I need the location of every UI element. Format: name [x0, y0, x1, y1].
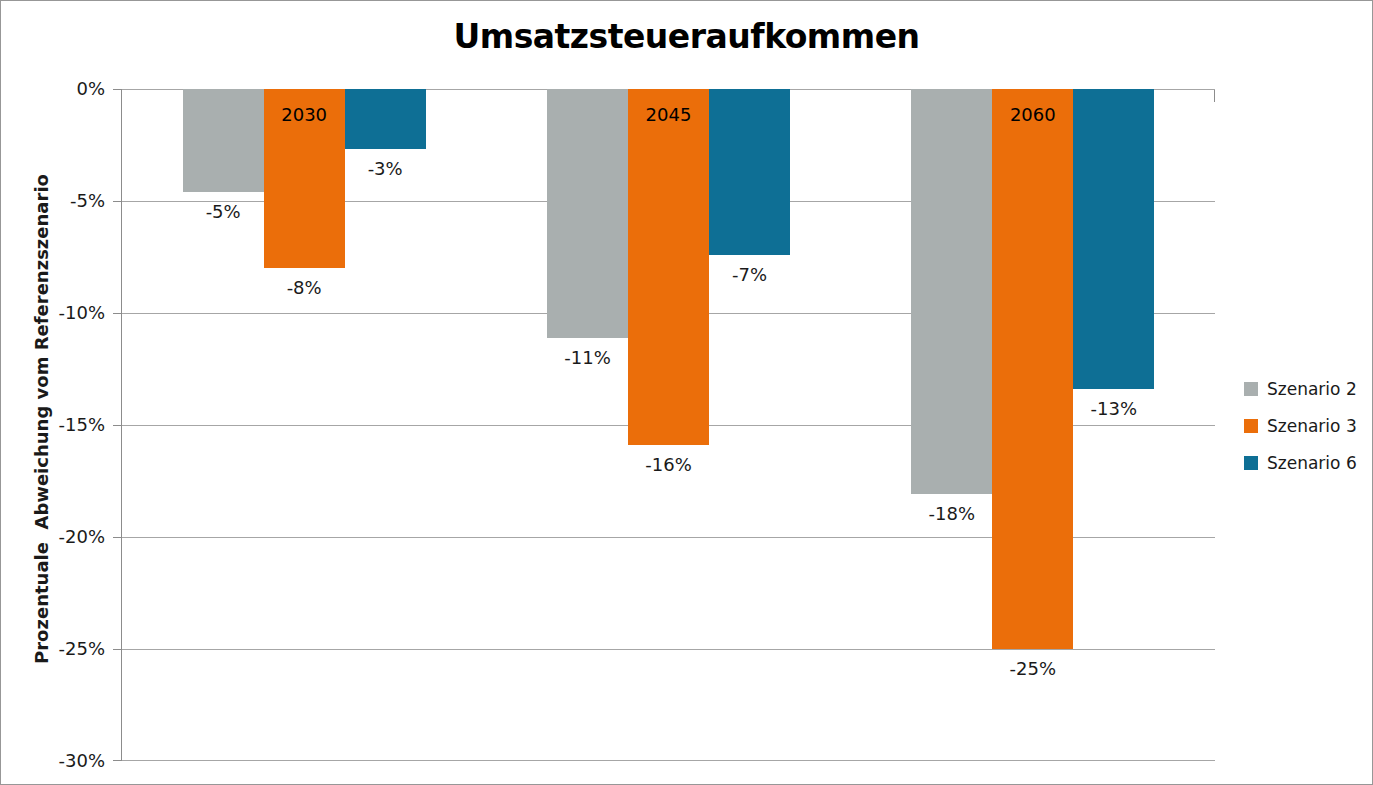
bar	[992, 89, 1073, 649]
right-edge-tick	[1214, 89, 1215, 102]
legend-item: Szenario 2	[1244, 377, 1357, 401]
y-tick-label: 0%	[1, 77, 105, 101]
value-label: -16%	[599, 454, 739, 476]
value-label: -25%	[963, 658, 1103, 680]
legend-label: Szenario 3	[1267, 416, 1357, 436]
plot-area: -5%-11%-18%-8%-16%-25%-3%-7%-13%20302045…	[121, 89, 1215, 761]
bar	[1073, 89, 1154, 389]
legend-swatch	[1244, 419, 1258, 433]
value-label: -7%	[680, 264, 820, 286]
y-tick-label: -5%	[1, 189, 105, 213]
y-axis-tick	[113, 201, 122, 202]
legend-label: Szenario 2	[1267, 379, 1357, 399]
category-label: 2030	[234, 104, 374, 126]
value-label: -8%	[234, 277, 374, 299]
y-axis-tick	[113, 89, 122, 90]
y-axis-tick	[113, 649, 122, 650]
value-label: -13%	[1044, 398, 1184, 420]
bar	[911, 89, 992, 494]
gridline	[122, 760, 1215, 761]
chart-title: Umsatzsteueraufkommen	[1, 17, 1372, 56]
y-axis-tick	[113, 760, 122, 761]
legend-item: Szenario 3	[1244, 414, 1357, 438]
category-label: 2060	[963, 104, 1103, 126]
gridline	[122, 649, 1215, 650]
category-label: 2045	[599, 104, 739, 126]
legend-swatch	[1244, 456, 1258, 470]
y-axis-tick	[113, 313, 122, 314]
y-axis-tick	[113, 425, 122, 426]
legend-label: Szenario 6	[1267, 453, 1357, 473]
y-tick-label: -30%	[1, 749, 105, 773]
y-tick-label: -15%	[1, 413, 105, 437]
value-label: -3%	[315, 158, 455, 180]
y-axis-tick	[113, 537, 122, 538]
legend-item: Szenario 6	[1244, 451, 1357, 475]
legend-swatch	[1244, 382, 1258, 396]
chart-canvas: Umsatzsteueraufkommen Prozentuale Abweic…	[0, 0, 1373, 785]
legend: Szenario 2 Szenario 3 Szenario 6	[1244, 377, 1357, 488]
bar	[547, 89, 628, 338]
y-tick-label: -10%	[1, 301, 105, 325]
y-tick-label: -20%	[1, 525, 105, 549]
y-tick-label: -25%	[1, 637, 105, 661]
